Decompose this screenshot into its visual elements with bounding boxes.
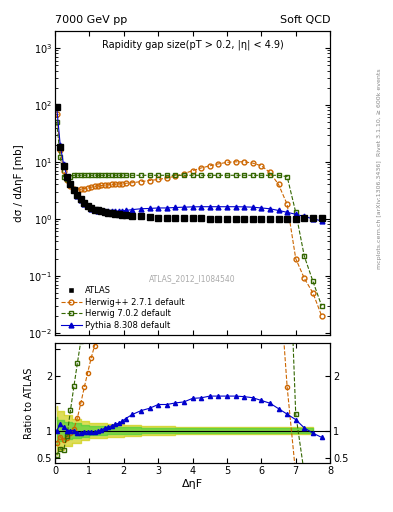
Y-axis label: dσ / dΔηF [mb]: dσ / dΔηF [mb] bbox=[14, 144, 24, 222]
Text: ATLAS_2012_I1084540: ATLAS_2012_I1084540 bbox=[149, 274, 236, 284]
X-axis label: ΔηF: ΔηF bbox=[182, 479, 203, 489]
Text: 7000 GeV pp: 7000 GeV pp bbox=[55, 15, 127, 25]
Text: mcplots.cern.ch [arXiv:1306.3436]: mcplots.cern.ch [arXiv:1306.3436] bbox=[377, 161, 382, 269]
Text: Soft QCD: Soft QCD bbox=[280, 15, 330, 25]
Text: Rivet 3.1.10, ≥ 600k events: Rivet 3.1.10, ≥ 600k events bbox=[377, 69, 382, 157]
Y-axis label: Ratio to ATLAS: Ratio to ATLAS bbox=[24, 368, 34, 439]
Text: Rapidity gap size(pT > 0.2, |η| < 4.9): Rapidity gap size(pT > 0.2, |η| < 4.9) bbox=[102, 40, 283, 50]
Legend: ATLAS, Herwig++ 2.7.1 default, Herwig 7.0.2 default, Pythia 8.308 default: ATLAS, Herwig++ 2.7.1 default, Herwig 7.… bbox=[59, 284, 186, 331]
